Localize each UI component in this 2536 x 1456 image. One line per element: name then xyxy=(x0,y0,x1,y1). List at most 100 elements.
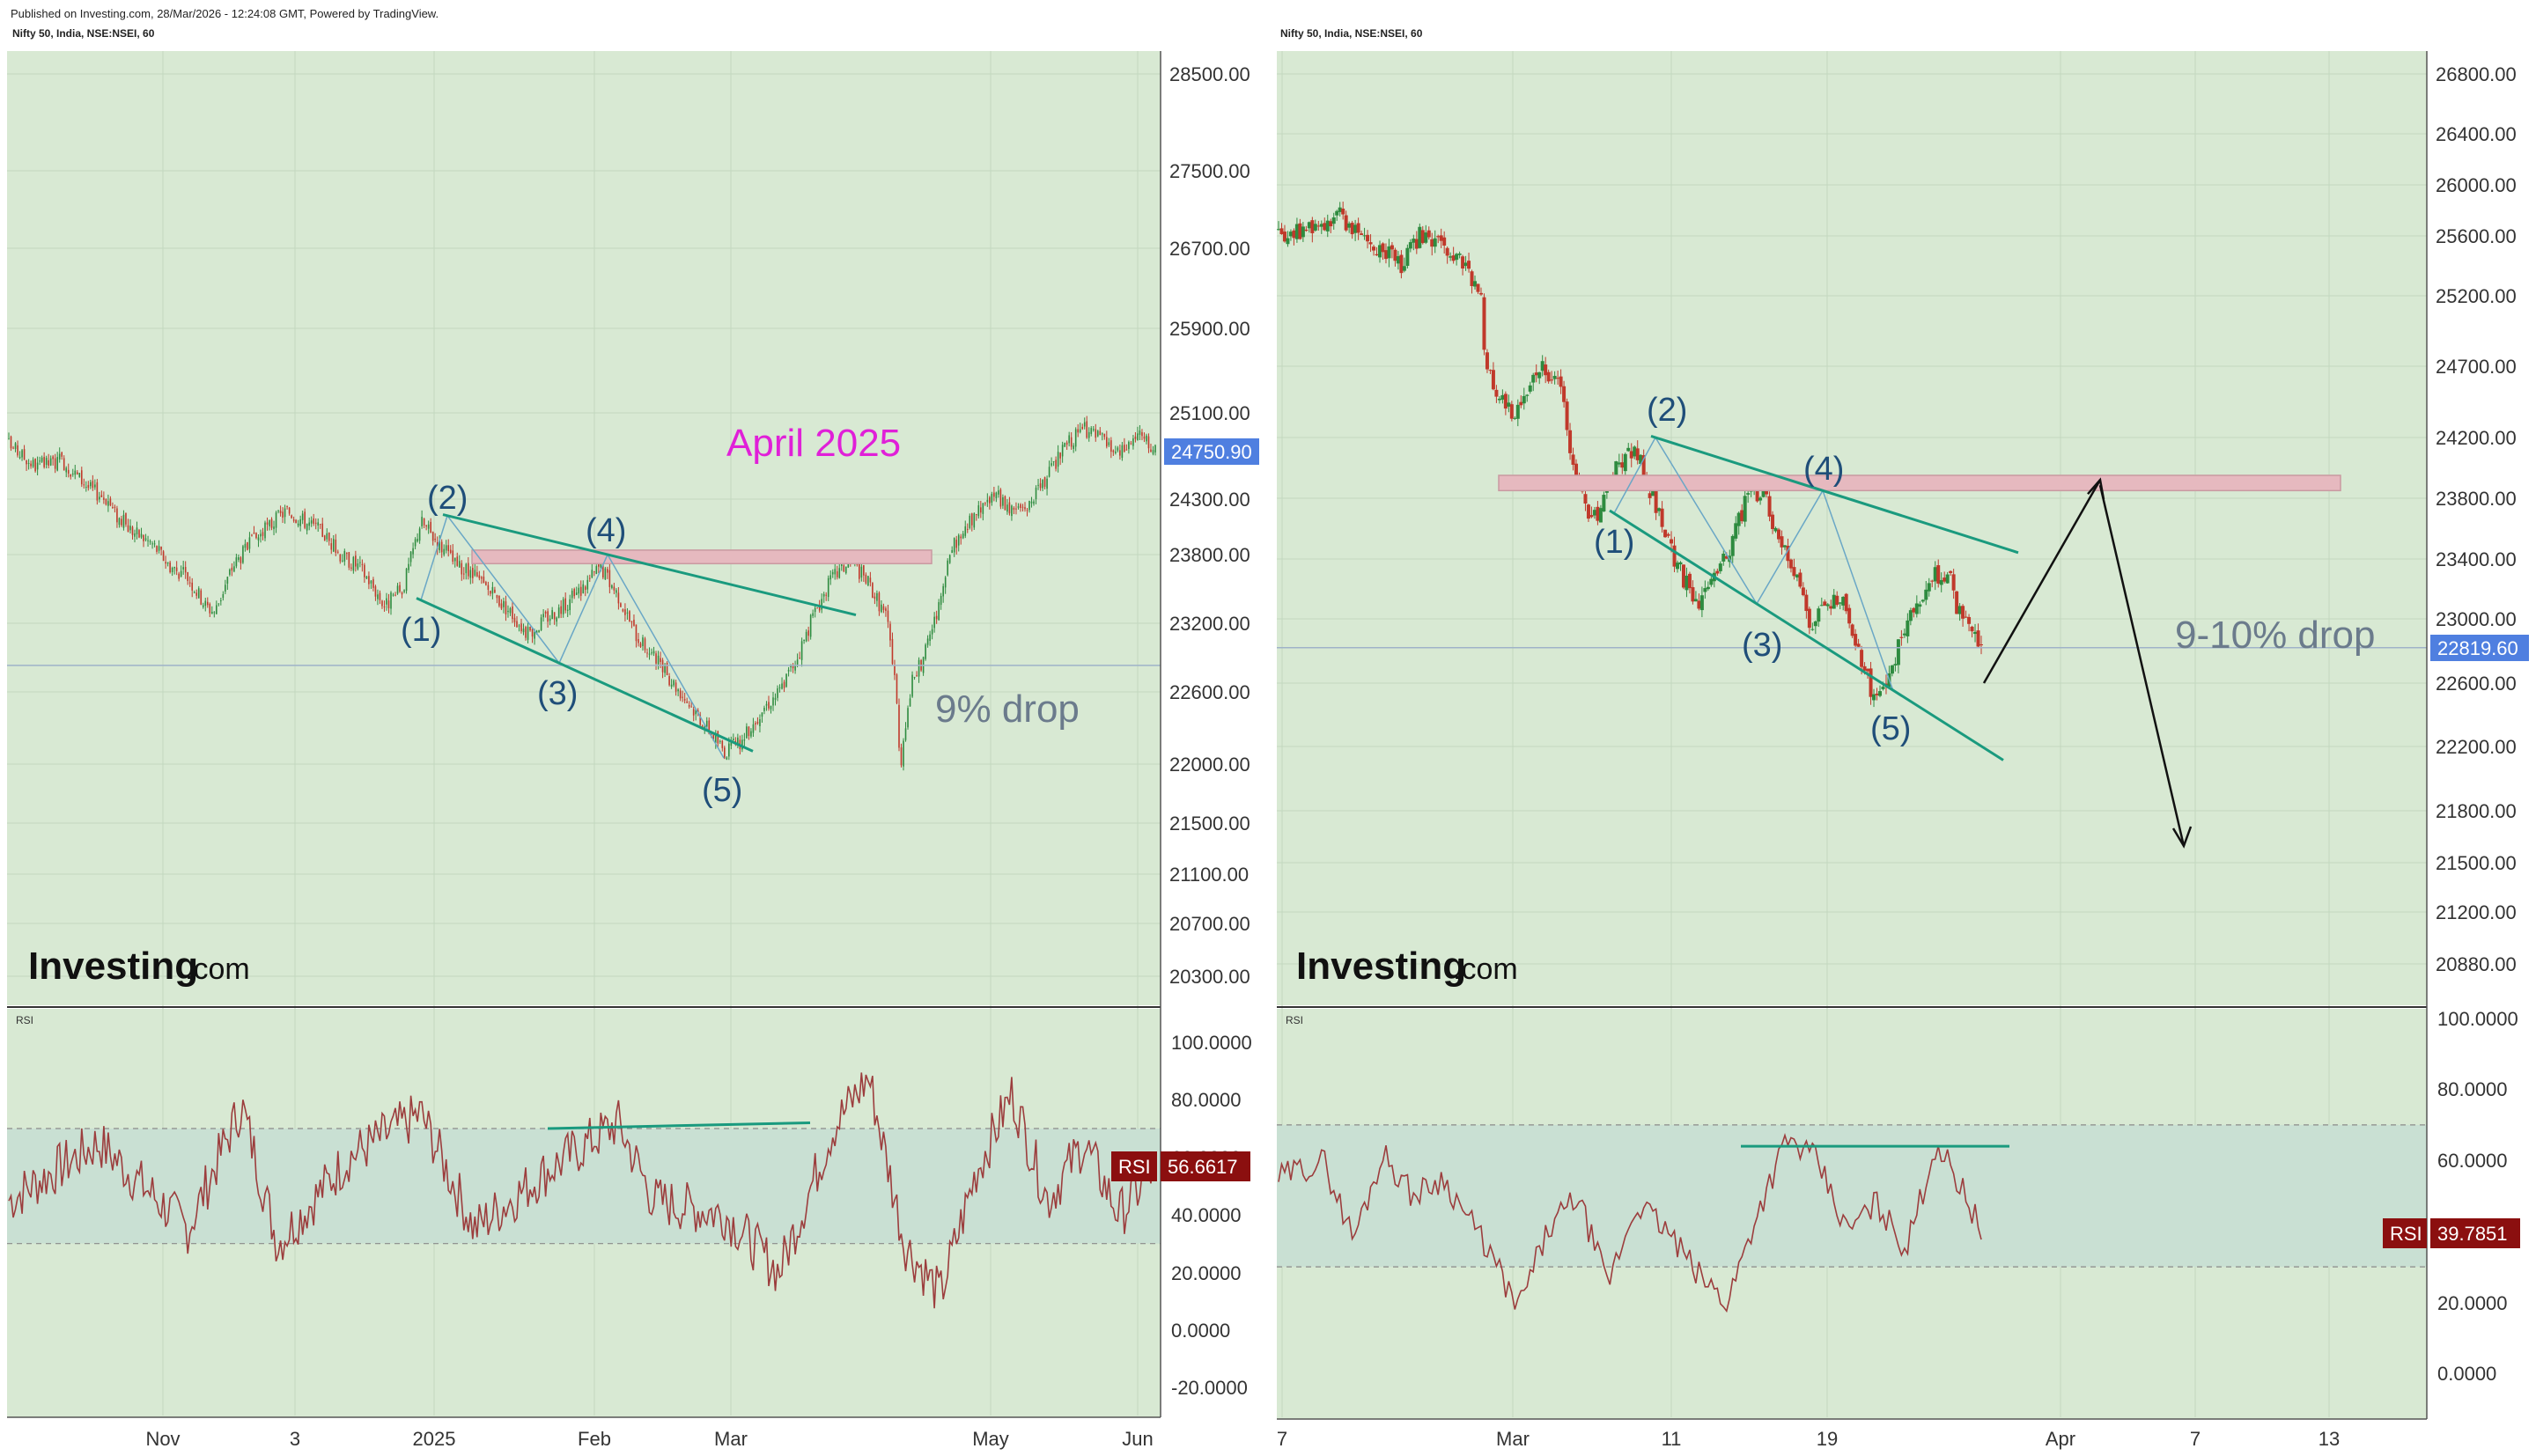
candle-body xyxy=(352,556,355,571)
candle-body xyxy=(1596,506,1600,521)
candle-body xyxy=(582,584,585,593)
candle-body xyxy=(58,453,61,460)
left-time-axis[interactable]: Nov 3 2025 Feb Mar May Jun xyxy=(145,1428,1153,1450)
candle-body xyxy=(1387,246,1391,259)
candle-body xyxy=(690,706,692,708)
candle-body xyxy=(622,609,624,612)
candle-body xyxy=(518,625,520,627)
candle-body xyxy=(242,546,244,563)
left-price-axis[interactable]: 28500.00 27500.00 26700.00 25900.00 25100.00… xyxy=(1169,63,1250,988)
candle-body xyxy=(538,629,540,632)
candle-body xyxy=(761,712,763,717)
candle-body xyxy=(1061,445,1064,457)
candle-body xyxy=(629,611,630,622)
candle-body xyxy=(1908,610,1913,621)
candle-body xyxy=(1544,364,1548,376)
candle-body xyxy=(1390,245,1394,250)
candle-body xyxy=(85,487,87,489)
candle-body xyxy=(202,605,204,607)
candle-body xyxy=(617,592,620,604)
candle-body xyxy=(1964,616,1968,618)
candle-body xyxy=(1534,372,1538,376)
candle-body xyxy=(1470,271,1474,286)
candle-body xyxy=(679,690,682,699)
candle-body xyxy=(962,533,964,539)
candle-body xyxy=(1064,443,1065,447)
candle-body xyxy=(83,484,85,486)
candle-body xyxy=(365,576,368,579)
candle-body xyxy=(149,540,151,542)
right-time-axis[interactable]: 7 Mar 11 19 Apr 7 13 xyxy=(1277,1428,2340,1450)
candle-body xyxy=(49,458,52,466)
candle-body xyxy=(1798,572,1802,587)
candle-body xyxy=(948,555,951,563)
candle-body xyxy=(210,612,213,614)
wave-label: (2) xyxy=(427,480,468,517)
candle-body xyxy=(1823,601,1827,607)
candle-body xyxy=(1042,480,1043,489)
candle-body xyxy=(1393,249,1397,261)
candle-body xyxy=(314,522,317,524)
candle-body xyxy=(860,566,863,578)
candle-body xyxy=(233,566,235,572)
price-tick-label: 26000.00 xyxy=(2436,174,2517,196)
candle-body xyxy=(1709,578,1714,585)
candle-body xyxy=(1758,497,1763,501)
candle-body xyxy=(153,543,156,545)
time-tick-label: Mar xyxy=(1496,1428,1530,1450)
candle-body xyxy=(1360,233,1364,235)
right-price-axis[interactable]: 26800.00 26400.00 26000.00 25600.00 25200.00… xyxy=(2436,63,2517,975)
right-investing-logo: Investing .com xyxy=(1296,945,1518,988)
candle-body xyxy=(1565,401,1569,430)
right-price-area[interactable] xyxy=(1277,51,2427,1005)
candle-body xyxy=(335,540,337,554)
candle-body xyxy=(1099,430,1102,436)
candle-body xyxy=(131,526,134,535)
left-price-area[interactable] xyxy=(7,51,1161,1005)
candle-body xyxy=(916,675,918,677)
candle-body xyxy=(878,592,881,612)
candle-body xyxy=(925,644,926,659)
candle-body xyxy=(445,545,447,551)
candle-body xyxy=(114,506,116,508)
candle-body xyxy=(134,533,136,537)
candle-body xyxy=(346,552,348,554)
candle-body xyxy=(403,590,405,592)
candle-body xyxy=(408,563,409,570)
candle-body xyxy=(1939,579,1943,585)
candle-body xyxy=(136,527,138,535)
candle-body xyxy=(608,570,611,587)
candle-body xyxy=(162,551,165,562)
resistance-band xyxy=(471,549,933,565)
time-tick-label: Jun xyxy=(1122,1428,1153,1450)
candle-body xyxy=(534,631,535,639)
candle-body xyxy=(180,570,182,577)
candle-body xyxy=(1341,209,1345,215)
candle-body xyxy=(191,582,194,591)
candle-body xyxy=(1761,485,1766,497)
candle-body xyxy=(822,593,825,597)
price-tick-label: 25200.00 xyxy=(2436,285,2517,307)
left-rsi-axis[interactable]: 100.000080.000060.000040.000020.00000.00… xyxy=(1171,1032,1252,1399)
candle-body xyxy=(1819,605,1824,607)
right-drop-annotation: 9-10% drop xyxy=(2175,614,2375,657)
candle-body xyxy=(966,528,969,530)
rsi-tick-label: 100.0000 xyxy=(1171,1032,1252,1054)
candle-body xyxy=(490,591,491,594)
candle-body xyxy=(651,652,652,654)
candle-body xyxy=(1147,436,1150,449)
candle-body xyxy=(54,458,56,469)
candle-body xyxy=(668,676,670,686)
candle-body xyxy=(624,609,626,615)
candle-body xyxy=(418,528,421,541)
candle-body xyxy=(522,629,525,633)
candle-body xyxy=(469,570,472,578)
candle-body xyxy=(125,512,127,525)
candle-body xyxy=(456,556,459,566)
candle-body xyxy=(1813,621,1817,627)
rsi-tick-label: 80.0000 xyxy=(1171,1089,1242,1111)
candle-body xyxy=(844,566,847,574)
right-rsi-axis[interactable]: 100.000080.000060.000040.000020.00000.00… xyxy=(2437,1008,2518,1385)
candle-body xyxy=(1829,606,1833,609)
candle-body xyxy=(542,614,544,618)
